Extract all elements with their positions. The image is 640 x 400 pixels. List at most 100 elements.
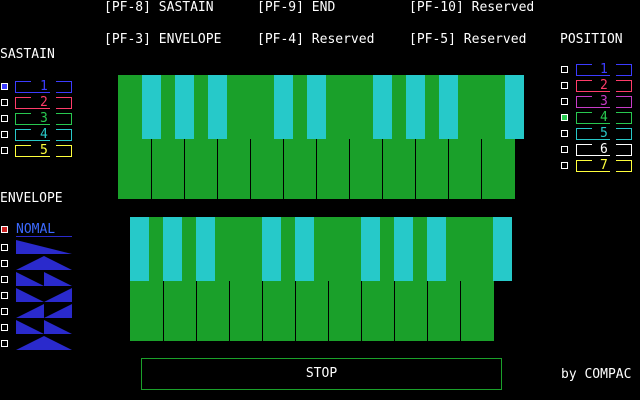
envelope-checkbox-nomal[interactable] <box>1 226 8 233</box>
credit-text: by COMPAC <box>561 367 632 382</box>
upper-black-key-9[interactable] <box>505 75 524 139</box>
lower-black-key-7[interactable] <box>394 217 413 281</box>
lower-white-key-7[interactable] <box>328 281 362 341</box>
lower-black-key-5[interactable] <box>295 217 314 281</box>
position-num-6: 6 <box>600 142 608 157</box>
position-swatch-left-1 <box>576 64 592 76</box>
lower-black-key-3[interactable] <box>196 217 215 281</box>
keyboard-lower <box>130 217 514 341</box>
upper-black-key-7[interactable] <box>406 75 425 139</box>
sastain-swatch-right-5 <box>56 145 72 157</box>
envelope-shape-6[interactable] <box>16 320 74 336</box>
lower-black-key-4[interactable] <box>262 217 281 281</box>
envelope-shape-2[interactable] <box>16 256 74 272</box>
upper-white-key-6[interactable] <box>283 139 317 199</box>
lower-white-key-11[interactable] <box>460 281 494 341</box>
position-num-2: 2 <box>600 78 608 93</box>
lower-white-key-6[interactable] <box>295 281 329 341</box>
position-swatch-right-5 <box>616 128 632 140</box>
lower-black-key-9[interactable] <box>493 217 512 281</box>
sastain-checkbox-1[interactable] <box>1 83 8 90</box>
position-checkbox-5[interactable] <box>561 130 568 137</box>
envelope-checkbox-4[interactable] <box>1 292 8 299</box>
envelope-shape-1[interactable] <box>16 240 74 256</box>
upper-black-key-6[interactable] <box>373 75 392 139</box>
upper-black-key-5[interactable] <box>307 75 326 139</box>
envelope-shape-7[interactable] <box>16 336 74 352</box>
sastain-checkbox-4[interactable] <box>1 131 8 138</box>
envelope-shape-4[interactable] <box>16 288 74 304</box>
upper-white-key-12[interactable] <box>481 139 515 199</box>
position-underline-1 <box>590 75 610 76</box>
position-swatch-left-5 <box>576 128 592 140</box>
envelope-checkbox-6[interactable] <box>1 324 8 331</box>
pf10-label: [PF-10] Reserved <box>409 0 535 15</box>
position-checkbox-3[interactable] <box>561 98 568 105</box>
position-underline-6 <box>590 155 610 156</box>
position-title: POSITION <box>560 32 623 47</box>
upper-white-key-8[interactable] <box>349 139 383 199</box>
position-checkbox-7[interactable] <box>561 162 568 169</box>
lower-white-key-9[interactable] <box>394 281 428 341</box>
lower-white-key-5[interactable] <box>262 281 296 341</box>
position-swatch-left-2 <box>576 80 592 92</box>
envelope-shape-5[interactable] <box>16 304 74 320</box>
upper-white-key-3[interactable] <box>184 139 218 199</box>
upper-white-key-7[interactable] <box>316 139 350 199</box>
upper-white-key-10[interactable] <box>415 139 449 199</box>
envelope-checkbox-5[interactable] <box>1 308 8 315</box>
position-swatch-right-2 <box>616 80 632 92</box>
lower-white-key-2[interactable] <box>163 281 197 341</box>
envelope-shape-3[interactable] <box>16 272 74 288</box>
stop-button[interactable]: STOP <box>141 358 502 390</box>
position-num-4: 4 <box>600 110 608 125</box>
envelope-nomal-label[interactable]: NOMAL <box>16 222 56 237</box>
pf5-label: [PF-5] Reserved <box>409 32 527 47</box>
upper-white-key-2[interactable] <box>151 139 185 199</box>
position-checkbox-1[interactable] <box>561 66 568 73</box>
position-num-1: 1 <box>600 62 608 77</box>
upper-black-key-8[interactable] <box>439 75 458 139</box>
position-checkbox-6[interactable] <box>561 146 568 153</box>
upper-white-key-9[interactable] <box>382 139 416 199</box>
upper-white-key-1[interactable] <box>118 139 151 199</box>
lower-white-key-8[interactable] <box>361 281 395 341</box>
upper-white-key-11[interactable] <box>448 139 482 199</box>
envelope-checkbox-7[interactable] <box>1 340 8 347</box>
sastain-num-2: 2 <box>40 95 48 110</box>
lower-white-key-3[interactable] <box>196 281 230 341</box>
position-underline-4 <box>590 123 610 124</box>
upper-black-key-3[interactable] <box>208 75 227 139</box>
position-swatch-right-4 <box>616 112 632 124</box>
pf8-label: [PF-8] SASTAIN <box>104 0 214 15</box>
lower-black-key-2[interactable] <box>163 217 182 281</box>
envelope-checkbox-1[interactable] <box>1 244 8 251</box>
envelope-checkbox-3[interactable] <box>1 276 8 283</box>
sastain-num-5: 5 <box>40 143 48 158</box>
sastain-checkbox-5[interactable] <box>1 147 8 154</box>
envelope-checkbox-2[interactable] <box>1 260 8 267</box>
sastain-swatch-left-2 <box>15 97 31 109</box>
sastain-swatch-left-1 <box>15 81 31 93</box>
sastain-num-4: 4 <box>40 127 48 142</box>
pf4-label: [PF-4] Reserved <box>257 32 375 47</box>
sastain-swatch-right-4 <box>56 129 72 141</box>
position-checkbox-4[interactable] <box>561 114 568 121</box>
lower-white-key-10[interactable] <box>427 281 461 341</box>
sastain-checkbox-2[interactable] <box>1 99 8 106</box>
lower-black-key-6[interactable] <box>361 217 380 281</box>
upper-white-key-5[interactable] <box>250 139 284 199</box>
sastain-swatch-left-5 <box>15 145 31 157</box>
upper-black-key-4[interactable] <box>274 75 293 139</box>
position-checkbox-2[interactable] <box>561 82 568 89</box>
sastain-swatch-right-3 <box>56 113 72 125</box>
lower-black-key-8[interactable] <box>427 217 446 281</box>
position-num-5: 5 <box>600 126 608 141</box>
sastain-checkbox-3[interactable] <box>1 115 8 122</box>
upper-black-key-2[interactable] <box>175 75 194 139</box>
lower-white-key-4[interactable] <box>229 281 263 341</box>
lower-black-key-1[interactable] <box>130 217 149 281</box>
lower-white-key-1[interactable] <box>130 281 163 341</box>
upper-black-key-1[interactable] <box>142 75 161 139</box>
upper-white-key-4[interactable] <box>217 139 251 199</box>
